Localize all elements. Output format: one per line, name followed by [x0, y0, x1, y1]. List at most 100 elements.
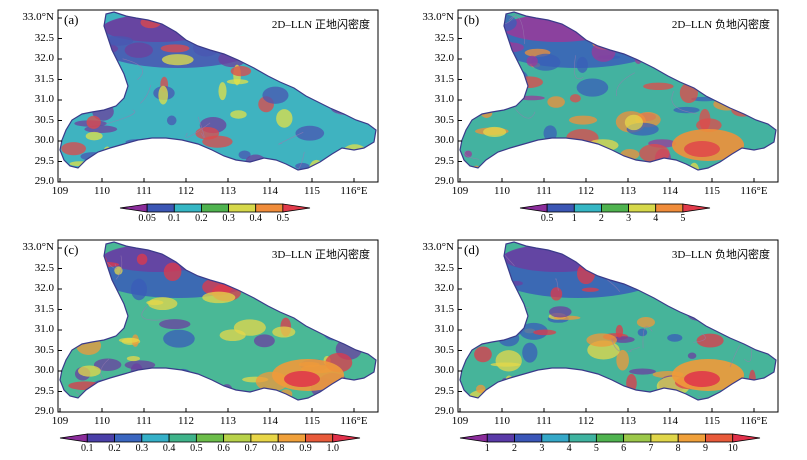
colorbar-label: 0.05: [138, 213, 156, 224]
colorbar-label: 3: [626, 213, 632, 224]
colorbar-label: 10: [727, 443, 738, 454]
x-tick-label: 111: [136, 415, 152, 427]
colorbar-label: 7: [648, 443, 654, 454]
colorbar-label: 0.5: [276, 213, 290, 224]
colorbar-segment: [59, 433, 88, 443]
y-tick-label: 32.0: [434, 282, 454, 294]
map-svg-a: [57, 9, 379, 213]
colorbar-segment: [628, 203, 657, 213]
colorbar-label: 6: [621, 443, 627, 454]
colorbar-segment: [282, 203, 311, 213]
y-tick-label: 29.0: [434, 175, 454, 187]
y-tick-label: 30.0: [434, 134, 454, 146]
colorbar-label: 2: [512, 443, 518, 454]
x-tick-label: 116°E: [740, 185, 768, 197]
x-tick-label: 110: [493, 415, 511, 427]
y-tick-label: 31.0: [434, 93, 454, 105]
y-tick-label: 29.5: [434, 154, 454, 167]
x-tick-label: 115: [303, 415, 321, 427]
y-tick-label: 30.0: [34, 364, 54, 376]
x-tick-label: 113: [619, 415, 637, 427]
colorbar-segment: [682, 203, 711, 213]
colorbar-segment: [114, 433, 143, 443]
panel-letter: (d): [464, 242, 480, 257]
colorbar-segment: [541, 433, 570, 443]
y-tick-label: 30.5: [434, 113, 454, 126]
colorbar-label: 5: [593, 443, 599, 454]
colorbar-label: 0.1: [81, 443, 94, 454]
x-tick-label: 114: [661, 185, 679, 197]
colorbar-segment: [255, 203, 284, 213]
colorbar-label: 0.4: [249, 213, 262, 224]
x-tick-label: 115: [703, 415, 721, 427]
y-tick-label: 30.0: [34, 134, 54, 146]
colorbar-segment: [650, 433, 679, 443]
colorbar-segment: [86, 433, 115, 443]
x-tick-label: 111: [536, 415, 552, 427]
x-tick-label: 112: [177, 415, 195, 427]
colorbar-segment: [573, 203, 602, 213]
x-tick-label: 116°E: [340, 185, 368, 197]
colorbar-label: 3: [539, 443, 545, 454]
y-tick-label: 30.0: [434, 364, 454, 376]
map-svg-b: [457, 9, 779, 213]
y-tick-label: 29.0: [34, 175, 54, 187]
colorbar-segment: [228, 203, 257, 213]
colorbar-label: 0.9: [299, 443, 312, 454]
map-svg-d: [457, 239, 779, 443]
colorbar-segment: [250, 433, 279, 443]
panel-title: 2D–LLN 负地闪密度: [671, 19, 770, 31]
y-tick-label: 32.0: [434, 52, 454, 64]
x-tick-label: 113: [219, 185, 237, 197]
panel-letter: (b): [464, 12, 480, 27]
x-tick-label: 115: [303, 185, 321, 197]
panel-letter: (c): [64, 242, 79, 257]
y-tick-label: 29.0: [34, 405, 54, 417]
colorbar-segment: [305, 433, 334, 443]
colorbar-label: 1: [484, 443, 490, 454]
x-tick-label: 109: [51, 185, 69, 197]
y-tick-label: 31.0: [34, 93, 54, 105]
colorbar-segment: [195, 433, 225, 443]
colorbar-segment: [546, 203, 575, 213]
x-tick-label: 111: [536, 185, 552, 197]
colorbar-segment: [119, 203, 148, 213]
colorbar-segment: [705, 433, 734, 443]
colorbar-label: 9: [702, 443, 708, 454]
colorbar-segment: [141, 433, 170, 443]
colorbar-segment: [173, 203, 202, 213]
y-tick-label: 32.5: [34, 31, 54, 44]
panel-title: 2D–LLN 正地闪密度: [271, 19, 370, 31]
map-panel-d: (d) 3D–LLN 负地闪密度 33.0°N 32.5 32.0 31.5 31.0 30.…: [400, 230, 800, 460]
y-tick-label: 32.0: [34, 52, 54, 64]
colorbar-segment: [623, 433, 652, 443]
x-tick-label: 112: [577, 185, 595, 197]
x-tick-label: 109: [451, 415, 469, 427]
colorbar-segment: [519, 203, 548, 213]
colorbar-segment: [732, 433, 761, 443]
y-tick-label: 32.5: [434, 261, 454, 274]
colorbar-segment: [601, 203, 629, 213]
panel-title: 3D–LLN 正地闪密度: [271, 249, 370, 261]
panel-title: 3D–LLN 负地闪密度: [671, 249, 770, 261]
y-tick-label: 32.5: [434, 31, 454, 44]
y-tick-label: 33.0°N: [422, 11, 454, 23]
y-tick-label: 30.5: [434, 343, 454, 356]
x-tick-label: 109: [51, 415, 69, 427]
y-tick-label: 29.0: [434, 405, 454, 417]
x-tick-label: 112: [577, 415, 595, 427]
colorbar-label: 0.5: [540, 213, 554, 224]
colorbar-label: 5: [680, 213, 686, 224]
colorbar-segment: [655, 203, 684, 213]
y-tick-label: 31.5: [434, 302, 454, 315]
map-panel-c: (c) 3D–LLN 正地闪密度 33.0°N 32.5 32.0 31.5 31.0 30.…: [0, 230, 400, 460]
province-boundary: [59, 241, 377, 401]
colorbar-segment: [277, 433, 306, 443]
colorbar-segment: [595, 433, 625, 443]
x-tick-label: 114: [261, 185, 279, 197]
colorbar-segment: [168, 433, 197, 443]
x-tick-label: 109: [451, 185, 469, 197]
colorbar-segment: [677, 433, 706, 443]
colorbar-label: 0.3: [222, 213, 235, 224]
colorbar-segment: [201, 203, 229, 213]
